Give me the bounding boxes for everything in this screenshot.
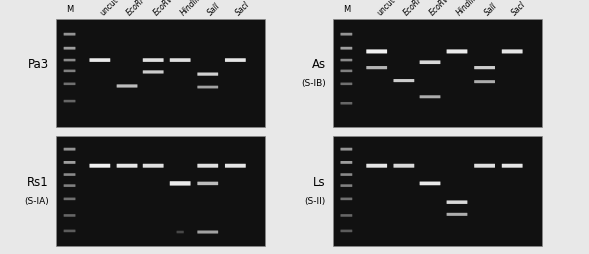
FancyBboxPatch shape <box>90 164 110 168</box>
Bar <box>333 19 542 127</box>
FancyBboxPatch shape <box>419 95 441 98</box>
FancyBboxPatch shape <box>117 164 137 168</box>
FancyBboxPatch shape <box>502 164 522 168</box>
FancyBboxPatch shape <box>143 58 164 62</box>
FancyBboxPatch shape <box>340 198 352 200</box>
FancyBboxPatch shape <box>197 86 218 88</box>
Text: M: M <box>66 5 73 14</box>
FancyBboxPatch shape <box>64 184 75 187</box>
FancyBboxPatch shape <box>340 102 352 105</box>
FancyBboxPatch shape <box>340 47 352 50</box>
FancyBboxPatch shape <box>64 47 75 50</box>
Text: (S-IA): (S-IA) <box>24 197 49 206</box>
FancyBboxPatch shape <box>177 231 184 233</box>
Text: SacI: SacI <box>511 0 528 18</box>
FancyBboxPatch shape <box>474 164 495 168</box>
Text: As: As <box>312 58 326 71</box>
Text: HindIII: HindIII <box>178 0 202 18</box>
Text: EcoRI: EcoRI <box>125 0 147 18</box>
FancyBboxPatch shape <box>64 198 75 200</box>
Text: EcoRV: EcoRV <box>151 0 175 18</box>
FancyBboxPatch shape <box>340 173 352 176</box>
FancyBboxPatch shape <box>197 182 218 185</box>
Text: (S-IB): (S-IB) <box>301 79 326 88</box>
FancyBboxPatch shape <box>340 161 352 164</box>
FancyBboxPatch shape <box>64 70 75 72</box>
Text: (S-II): (S-II) <box>305 197 326 206</box>
Text: EcoRV: EcoRV <box>428 0 452 18</box>
FancyBboxPatch shape <box>340 33 352 36</box>
Bar <box>56 19 265 127</box>
Bar <box>56 136 265 246</box>
Text: SalI: SalI <box>206 2 222 18</box>
FancyBboxPatch shape <box>340 184 352 187</box>
Text: Rs1: Rs1 <box>27 176 49 189</box>
FancyBboxPatch shape <box>170 181 191 186</box>
FancyBboxPatch shape <box>64 214 75 217</box>
FancyBboxPatch shape <box>90 58 110 62</box>
FancyBboxPatch shape <box>143 70 164 74</box>
FancyBboxPatch shape <box>340 148 352 151</box>
FancyBboxPatch shape <box>340 70 352 72</box>
Bar <box>333 136 542 246</box>
FancyBboxPatch shape <box>446 49 468 54</box>
FancyBboxPatch shape <box>117 84 137 88</box>
FancyBboxPatch shape <box>419 60 441 64</box>
FancyBboxPatch shape <box>64 148 75 151</box>
Text: Pa3: Pa3 <box>28 58 49 71</box>
FancyBboxPatch shape <box>170 58 191 62</box>
FancyBboxPatch shape <box>64 59 75 61</box>
FancyBboxPatch shape <box>64 173 75 176</box>
FancyBboxPatch shape <box>340 214 352 217</box>
FancyBboxPatch shape <box>474 66 495 69</box>
FancyBboxPatch shape <box>366 49 387 54</box>
Text: SacI: SacI <box>234 0 252 18</box>
FancyBboxPatch shape <box>64 161 75 164</box>
FancyBboxPatch shape <box>64 230 75 232</box>
FancyBboxPatch shape <box>474 80 495 83</box>
FancyBboxPatch shape <box>446 213 468 216</box>
FancyBboxPatch shape <box>225 58 246 62</box>
Text: uncut: uncut <box>98 0 120 18</box>
FancyBboxPatch shape <box>340 230 352 232</box>
Text: HindIII: HindIII <box>455 0 479 18</box>
FancyBboxPatch shape <box>366 66 387 69</box>
Text: M: M <box>343 5 350 14</box>
FancyBboxPatch shape <box>225 164 246 168</box>
FancyBboxPatch shape <box>64 83 75 85</box>
FancyBboxPatch shape <box>197 164 218 168</box>
FancyBboxPatch shape <box>366 164 387 168</box>
FancyBboxPatch shape <box>197 72 218 76</box>
FancyBboxPatch shape <box>143 164 164 168</box>
FancyBboxPatch shape <box>419 182 441 185</box>
FancyBboxPatch shape <box>446 200 468 204</box>
FancyBboxPatch shape <box>197 230 218 233</box>
FancyBboxPatch shape <box>502 49 522 54</box>
Text: SalI: SalI <box>483 2 499 18</box>
Text: EcoRI: EcoRI <box>402 0 423 18</box>
FancyBboxPatch shape <box>64 100 75 102</box>
FancyBboxPatch shape <box>340 83 352 85</box>
Text: Ls: Ls <box>313 176 326 189</box>
FancyBboxPatch shape <box>340 59 352 61</box>
FancyBboxPatch shape <box>393 164 414 168</box>
FancyBboxPatch shape <box>64 33 75 36</box>
FancyBboxPatch shape <box>393 79 414 82</box>
Text: uncut: uncut <box>375 0 397 18</box>
